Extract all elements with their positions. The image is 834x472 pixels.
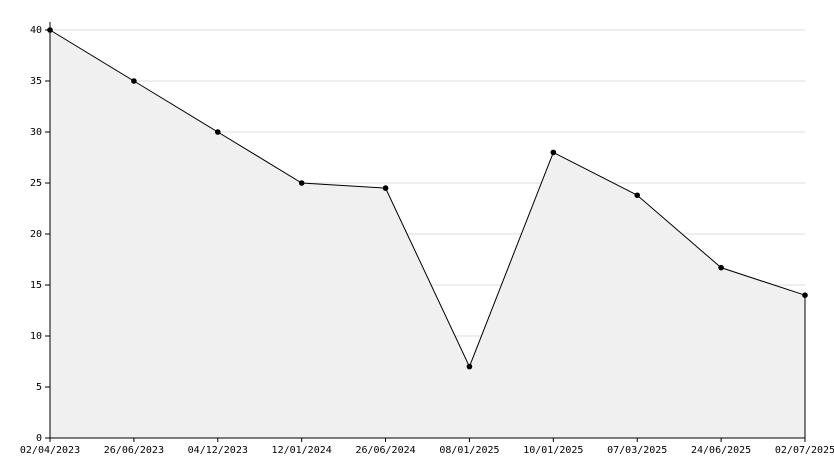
x-tick-label: 02/07/2025 xyxy=(775,445,834,456)
data-point xyxy=(466,363,473,370)
data-point xyxy=(550,149,557,156)
y-tick-label: 35 xyxy=(30,76,42,87)
y-tick-label: 10 xyxy=(30,331,42,342)
data-point xyxy=(718,264,724,271)
y-tick-label: 20 xyxy=(30,229,42,240)
y-tick-label: 30 xyxy=(30,127,42,138)
y-tick-label: 15 xyxy=(30,280,42,291)
area-fill xyxy=(50,30,805,438)
x-tick-label: 24/06/2025 xyxy=(691,445,751,456)
x-tick-label: 04/12/2023 xyxy=(188,445,248,456)
data-point xyxy=(214,129,221,135)
area-line xyxy=(49,29,806,368)
data-point xyxy=(298,180,305,186)
x-tick-label: 12/01/2024 xyxy=(272,445,332,456)
x-tick-label: 07/03/2025 xyxy=(607,445,667,456)
data-point xyxy=(382,185,389,191)
x-tick-label: 26/06/2023 xyxy=(104,445,164,456)
x-tick-label: 08/01/2025 xyxy=(439,445,499,456)
y-tick-label: 25 xyxy=(30,178,42,189)
x-tick-label: 26/06/2024 xyxy=(355,445,415,456)
x-tick-label: 02/04/2023 xyxy=(20,445,80,456)
y-tick-label: 40 xyxy=(30,25,42,36)
data-point xyxy=(634,192,641,199)
data-point xyxy=(131,78,137,84)
y-tick-label: 0 xyxy=(36,433,42,444)
y-tick-label: 5 xyxy=(36,382,42,393)
x-tick-label: 10/01/2025 xyxy=(523,445,583,456)
